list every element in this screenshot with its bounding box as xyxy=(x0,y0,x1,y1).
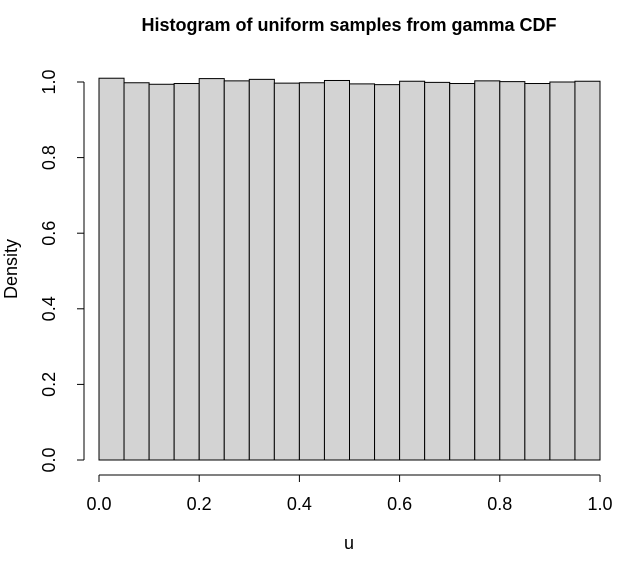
x-tick-label: 0.2 xyxy=(187,494,212,514)
y-tick-label: 0.2 xyxy=(39,372,59,397)
histogram-bar xyxy=(223,80,250,461)
y-tick-label: 0.4 xyxy=(39,296,59,321)
histogram-bar xyxy=(323,79,351,461)
histogram-bar xyxy=(549,81,576,461)
histogram-bar xyxy=(173,83,200,461)
y-tick-label: 0.8 xyxy=(39,145,59,170)
chart-title: Histogram of uniform samples from gamma … xyxy=(141,15,556,35)
x-tick-label: 0.8 xyxy=(487,494,512,514)
y-axis-label: Density xyxy=(1,239,21,299)
histogram-bar xyxy=(123,82,150,461)
bars-group xyxy=(98,77,601,461)
histogram-bar xyxy=(499,81,526,461)
histogram-bar xyxy=(349,83,376,461)
histogram-bar xyxy=(273,82,300,461)
x-axis: 0.0 0.2 0.4 0.6 0.8 1.0 xyxy=(86,474,613,514)
x-tick-label: 0.4 xyxy=(287,494,312,514)
histogram-bar xyxy=(574,80,601,461)
histogram-bar xyxy=(399,80,426,461)
histogram-bar xyxy=(474,80,501,461)
x-tick-label: 0.0 xyxy=(86,494,111,514)
x-tick-label: 0.6 xyxy=(387,494,412,514)
histogram-bar xyxy=(524,83,551,461)
y-tick-label: 0.6 xyxy=(39,221,59,246)
y-tick-label: 1.0 xyxy=(39,69,59,94)
y-axis: 0.0 0.2 0.4 0.6 0.8 1.0 xyxy=(39,69,85,473)
histogram-bar xyxy=(148,83,175,461)
y-tick-label: 0.0 xyxy=(39,447,59,472)
histogram-bar xyxy=(298,82,325,461)
x-axis-label: u xyxy=(344,533,354,553)
histogram-bar xyxy=(98,77,125,461)
histogram-bar xyxy=(424,81,451,461)
histogram-bar xyxy=(374,84,401,461)
histogram-bar xyxy=(198,78,225,461)
x-tick-label: 1.0 xyxy=(587,494,612,514)
histogram-bar xyxy=(248,78,275,461)
histogram-bar xyxy=(449,83,476,461)
